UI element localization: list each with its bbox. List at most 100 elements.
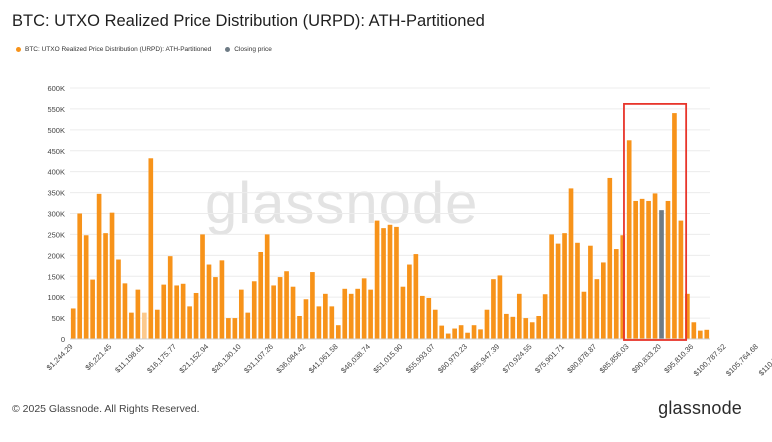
bar (523, 318, 529, 339)
bar (335, 325, 341, 339)
bar (167, 256, 173, 339)
x-tick-label: $46,038.74 (339, 342, 372, 375)
bar (510, 316, 516, 339)
bar (329, 306, 335, 339)
legend-dot-icon (225, 47, 231, 52)
x-tick-label: $70,924.55 (501, 342, 534, 375)
x-tick-label: $60,970.23 (436, 342, 469, 375)
x-tick-label: $31,107.26 (242, 342, 275, 375)
x-tick-label: $16,175.77 (145, 342, 178, 375)
y-tick-label: 400K (47, 168, 65, 177)
x-tick-label: $110,741.84 (757, 342, 772, 377)
y-tick-label: 250K (47, 230, 65, 239)
y-tick-label: 150K (47, 272, 65, 281)
y-tick-label: 200K (47, 251, 65, 260)
bar (219, 260, 225, 339)
x-tick-label: $55,993.07 (404, 342, 437, 375)
x-tick-label: $26,130.10 (210, 342, 243, 375)
bar (400, 286, 406, 339)
bar (504, 313, 509, 339)
bar (471, 325, 477, 339)
bar (516, 293, 522, 339)
bar (116, 259, 121, 339)
bar (310, 272, 315, 339)
y-tick-label: 0 (61, 335, 65, 344)
bar (264, 234, 270, 339)
bar (555, 243, 561, 339)
bar (536, 315, 542, 339)
bar (594, 279, 600, 339)
bar (342, 288, 348, 339)
bar (258, 251, 264, 339)
x-tick-label: $51,015.90 (371, 342, 404, 375)
bar (426, 298, 432, 339)
bar (549, 234, 554, 339)
legend-item-closing-price[interactable]: Closing price (225, 46, 272, 53)
brand-logo: glassnode (658, 398, 742, 418)
bar (613, 249, 619, 339)
x-tick-label: $105,764.68 (724, 342, 760, 378)
x-tick-label: $41,061.58 (307, 342, 340, 375)
closing-price-bar (659, 210, 664, 339)
bar (303, 299, 309, 339)
bar (109, 212, 115, 339)
bar (419, 295, 425, 339)
bar (142, 312, 147, 339)
bar (452, 328, 457, 339)
bar (70, 308, 76, 339)
bar (297, 315, 302, 339)
bar (122, 283, 128, 339)
bar (646, 200, 651, 339)
bar (652, 193, 658, 339)
y-tick-label: 550K (47, 105, 65, 114)
bar (678, 220, 684, 339)
bar (497, 275, 503, 339)
bar (665, 200, 671, 339)
bar (232, 318, 238, 339)
x-tick-label: $11,198.61 (113, 342, 146, 375)
bar (277, 277, 283, 339)
bar (206, 264, 212, 339)
x-tick-label: $75,901.71 (533, 342, 566, 375)
bar (238, 289, 244, 339)
bar (290, 286, 296, 339)
bar (704, 329, 710, 339)
y-tick-label: 50K (52, 314, 65, 323)
y-tick-label: 350K (47, 189, 65, 198)
legend-label-urpd: BTC: UTXO Realized Price Distribution (U… (25, 46, 212, 53)
bar (251, 281, 257, 339)
bar (135, 289, 141, 339)
bar (161, 284, 167, 339)
bar (129, 312, 134, 339)
chart-title: BTC: UTXO Realized Price Distribution (U… (12, 12, 485, 30)
x-tick-label: $100,787.52 (692, 342, 728, 378)
bar (77, 213, 83, 339)
bar (491, 279, 496, 339)
bar (697, 330, 703, 339)
bar (387, 224, 393, 339)
bar (180, 283, 186, 339)
x-tick-label: $65,947.39 (468, 342, 501, 375)
bar (672, 113, 677, 339)
x-tick-label: $21,152.94 (177, 342, 210, 375)
bar (381, 228, 386, 339)
bar (685, 293, 690, 339)
bar (445, 333, 451, 339)
legend-dot-icon (16, 47, 21, 52)
bar (581, 291, 587, 339)
bar (271, 285, 276, 339)
legend-item-urpd[interactable]: BTC: UTXO Realized Price Distribution (U… (16, 46, 211, 53)
bar (394, 226, 399, 339)
bar (154, 309, 160, 339)
bar (432, 309, 438, 339)
chart-legend: BTC: UTXO Realized Price Distribution (U… (16, 46, 286, 53)
bar (361, 278, 367, 339)
bar (96, 193, 102, 339)
bar (458, 325, 464, 339)
bar (478, 329, 483, 339)
bar (226, 318, 231, 339)
bar (568, 188, 574, 339)
bar (529, 322, 535, 339)
bar (639, 198, 645, 339)
bar (562, 233, 567, 339)
